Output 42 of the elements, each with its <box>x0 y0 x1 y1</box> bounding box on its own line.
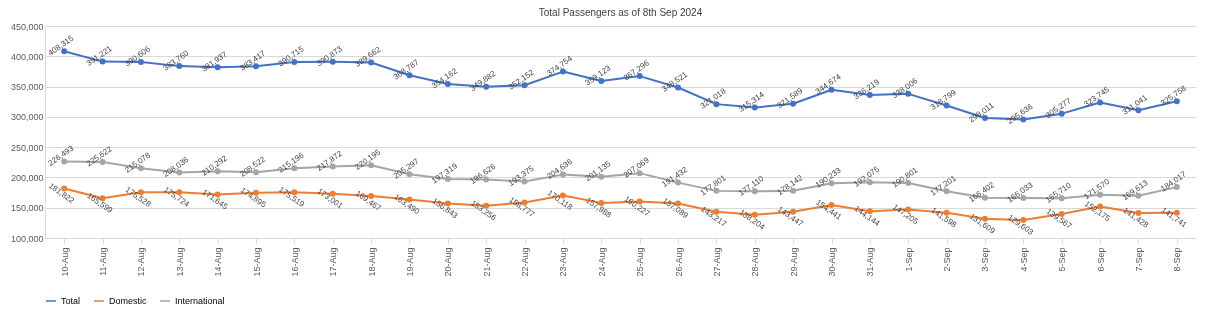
x-tick-label: 28-Aug <box>750 247 761 277</box>
y-tick-label: 450,000 <box>10 21 44 32</box>
x-tick-label: 23-Aug <box>558 247 569 277</box>
x-tick-label: 11-Aug <box>98 247 109 276</box>
x-tick-label: 17-Aug <box>328 247 339 277</box>
x-tick-label: 7-Sep <box>1133 247 1144 272</box>
y-tick-label: 100,000 <box>10 233 44 244</box>
x-tick-label: 21-Aug <box>481 247 492 277</box>
x-tick-label: 4-Sep <box>1018 247 1029 272</box>
x-tick-label: 18-Aug <box>366 247 377 277</box>
x-tick-label: 3-Sep <box>980 247 991 272</box>
x-tick-label: 29-Aug <box>788 247 799 277</box>
x-tick-label: 20-Aug <box>443 247 454 277</box>
x-tick-label: 6-Sep <box>1095 247 1106 272</box>
legend-label: Domestic <box>109 296 148 306</box>
x-tick-label: 22-Aug <box>520 247 531 277</box>
x-tick-label: 13-Aug <box>174 247 185 277</box>
x-tick-label: 31-Aug <box>865 247 876 277</box>
legend-label: Total <box>61 296 81 306</box>
x-tick-label: 19-Aug <box>404 247 415 277</box>
x-tick-label: 14-Aug <box>213 247 224 277</box>
y-tick-label: 200,000 <box>10 172 44 183</box>
chart-title: Total Passengers as of 8th Sep 2024 <box>538 7 703 18</box>
x-tick-label: 24-Aug <box>596 247 607 277</box>
x-tick-label: 16-Aug <box>289 247 300 277</box>
y-tick-label: 150,000 <box>10 203 44 214</box>
x-tick-label: 15-Aug <box>251 247 262 277</box>
x-tick-label: 30-Aug <box>827 247 838 277</box>
y-tick-label: 400,000 <box>10 51 44 62</box>
y-tick-label: 350,000 <box>10 82 44 93</box>
x-tick-label: 27-Aug <box>711 247 722 277</box>
x-tick-label: 5-Sep <box>1057 247 1068 272</box>
legend-label: International <box>175 296 225 306</box>
x-tick-label: 10-Aug <box>59 247 70 277</box>
x-tick-label: 2-Sep <box>942 247 953 272</box>
y-tick-label: 250,000 <box>10 142 44 153</box>
x-tick-label: 8-Sep <box>1172 247 1183 272</box>
x-tick-label: 12-Aug <box>136 247 147 277</box>
x-tick-label: 26-Aug <box>673 247 684 277</box>
x-tick-label: 1-Sep <box>903 247 914 272</box>
y-tick-label: 300,000 <box>10 112 44 123</box>
x-tick-label: 25-Aug <box>635 247 646 277</box>
